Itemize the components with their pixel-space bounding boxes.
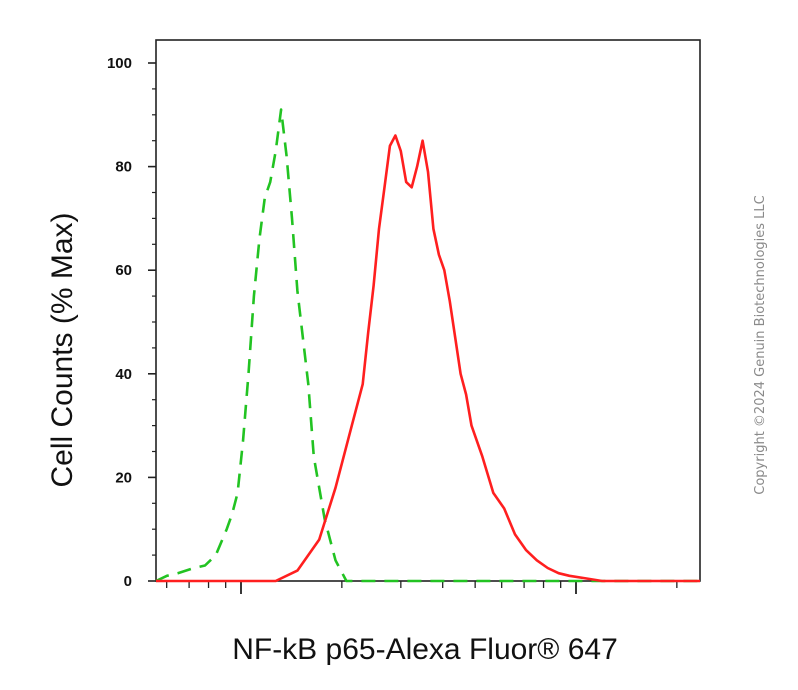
y-axis-ticks: 0 20 40 60 80 100	[107, 55, 156, 590]
y-tick-label: 40	[115, 366, 132, 383]
y-tick-label: 60	[115, 262, 132, 279]
copyright-watermark: Copyright ©2024 Genuin Biotechnologies L…	[753, 195, 768, 494]
x-axis-title: NF-kB p65-Alexa Fluor® 647	[232, 633, 618, 666]
y-tick-label: 100	[107, 55, 132, 72]
x-axis-ticks	[166, 581, 678, 594]
sample-histogram	[156, 134, 700, 583]
y-tick-label: 0	[124, 573, 132, 590]
isotype-control-histogram	[155, 108, 700, 583]
y-axis-title: Cell Counts (% Max)	[46, 212, 79, 487]
series-layer	[155, 108, 700, 583]
plot-border	[155, 39, 701, 582]
y-tick-label: 20	[115, 469, 132, 486]
y-tick-label: 80	[115, 159, 132, 176]
plot-frame	[155, 39, 701, 582]
